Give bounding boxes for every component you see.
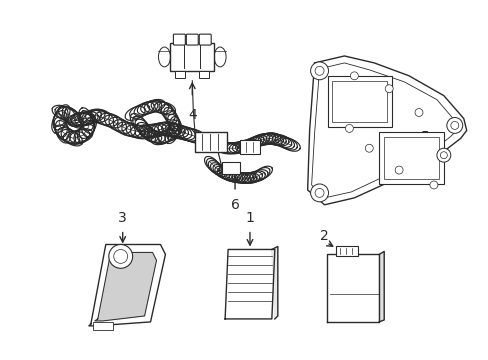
Polygon shape: [271, 247, 277, 319]
Text: 6: 6: [230, 198, 239, 212]
Text: 3: 3: [118, 211, 127, 225]
Text: 4: 4: [187, 108, 196, 122]
Circle shape: [450, 121, 458, 129]
Circle shape: [436, 148, 450, 162]
Text: 1: 1: [245, 211, 254, 225]
Circle shape: [429, 181, 437, 189]
FancyBboxPatch shape: [173, 34, 185, 45]
Circle shape: [385, 85, 392, 93]
FancyBboxPatch shape: [186, 34, 198, 45]
Circle shape: [345, 125, 353, 132]
Circle shape: [440, 152, 447, 159]
Polygon shape: [307, 56, 466, 205]
Circle shape: [365, 144, 372, 152]
Bar: [240, 140, 260, 154]
Polygon shape: [224, 249, 274, 319]
Circle shape: [394, 166, 402, 174]
Circle shape: [414, 109, 422, 117]
Circle shape: [310, 184, 328, 202]
Circle shape: [350, 72, 358, 80]
Text: 5: 5: [420, 130, 429, 144]
Circle shape: [446, 117, 462, 133]
Bar: [336, 247, 358, 256]
Ellipse shape: [158, 47, 170, 67]
Bar: [199, 71, 209, 78]
Bar: [175, 71, 185, 78]
Bar: [327, 76, 391, 127]
Circle shape: [108, 244, 132, 268]
Polygon shape: [326, 255, 379, 322]
Bar: [384, 137, 438, 179]
Polygon shape: [379, 251, 384, 322]
Circle shape: [114, 249, 127, 264]
Bar: [170, 43, 214, 71]
Text: 2: 2: [320, 229, 328, 243]
Ellipse shape: [214, 47, 225, 67]
Circle shape: [314, 66, 324, 75]
FancyBboxPatch shape: [199, 34, 211, 45]
Circle shape: [310, 62, 328, 80]
Bar: [222, 162, 240, 174]
Polygon shape: [89, 244, 165, 326]
Bar: [195, 132, 226, 152]
Bar: [93, 322, 113, 330]
Bar: [379, 132, 443, 184]
Bar: [332, 81, 386, 122]
Polygon shape: [95, 252, 156, 321]
Circle shape: [314, 188, 324, 197]
